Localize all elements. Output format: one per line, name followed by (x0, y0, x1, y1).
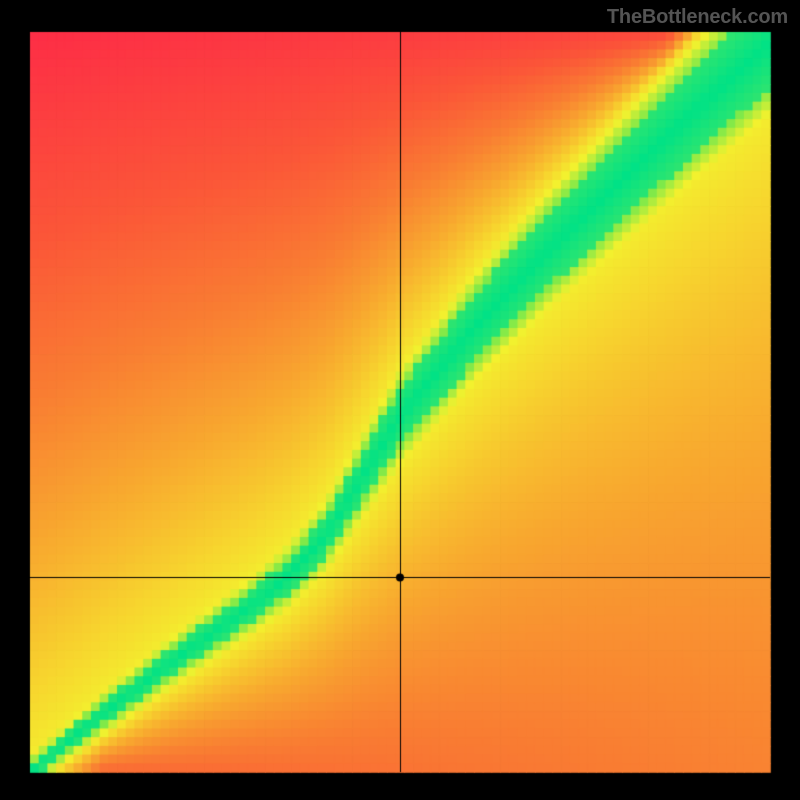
chart-container: TheBottleneck.com (0, 0, 800, 800)
watermark-text: TheBottleneck.com (607, 6, 788, 29)
bottleneck-heatmap (0, 0, 800, 800)
